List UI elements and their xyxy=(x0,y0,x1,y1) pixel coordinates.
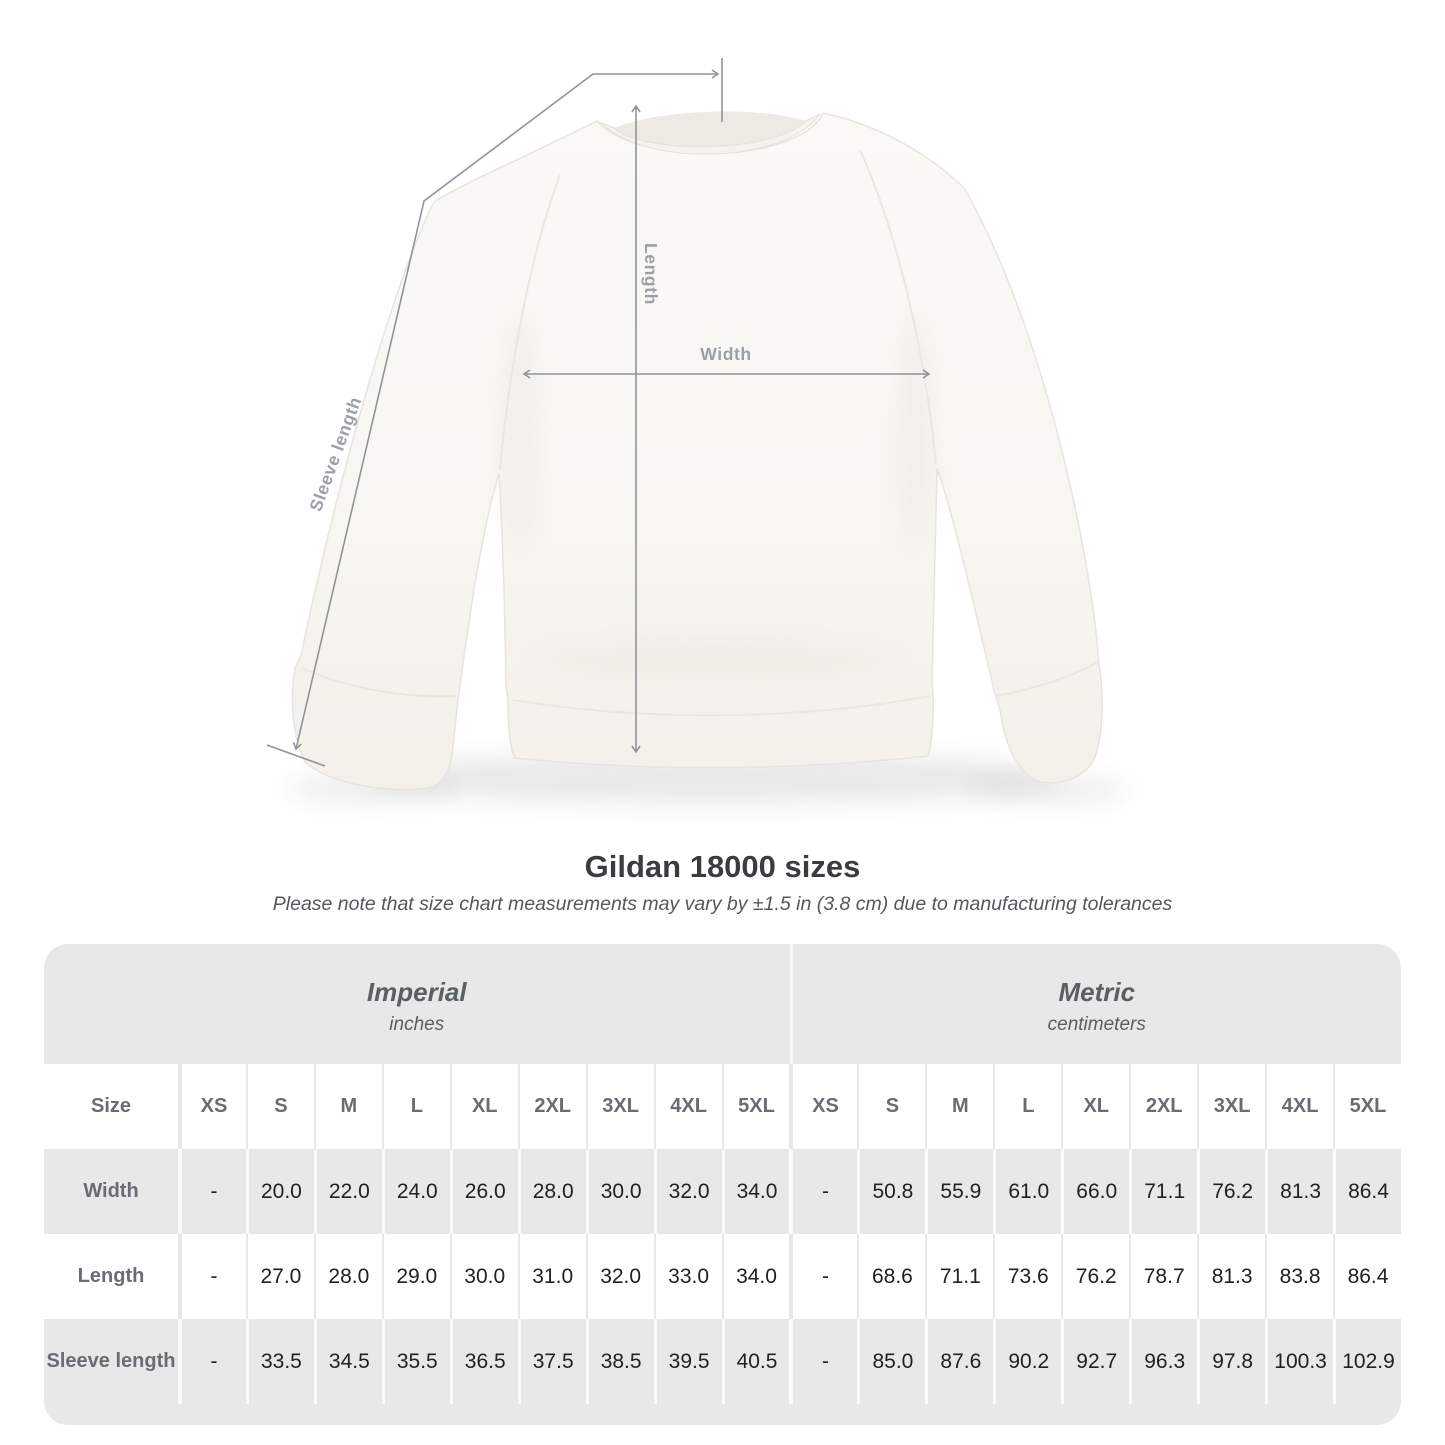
length-value-cell: 83.8 xyxy=(1265,1234,1333,1319)
width-value-cell: 26.0 xyxy=(449,1149,518,1234)
length-value-cell: 68.6 xyxy=(857,1234,925,1319)
width-value-cell: 61.0 xyxy=(993,1149,1061,1234)
metric-group-header: Metric centimeters xyxy=(789,944,1402,1064)
size-col-header: S xyxy=(245,1064,314,1149)
width-row: Width - 20.0 22.0 24.0 26.0 28.0 30.0 32… xyxy=(44,1149,1401,1234)
length-label: Length xyxy=(641,243,661,305)
length-row: Length - 27.0 28.0 29.0 30.0 31.0 32.0 3… xyxy=(44,1234,1401,1319)
size-col-header: L xyxy=(993,1064,1061,1149)
tolerance-note: Please note that size chart measurements… xyxy=(272,893,1173,915)
length-value-cell: 31.0 xyxy=(517,1234,586,1319)
size-col-header: M xyxy=(313,1064,382,1149)
imperial-unit: inches xyxy=(389,1013,445,1035)
size-col-header: 5XL xyxy=(1333,1064,1401,1149)
size-col-header: 4XL xyxy=(653,1064,722,1149)
size-col-header: XL xyxy=(1061,1064,1129,1149)
width-value-cell: 66.0 xyxy=(1061,1149,1129,1234)
sleeve-value-cell: - xyxy=(789,1319,857,1404)
metric-unit: centimeters xyxy=(1047,1013,1146,1035)
size-col-header: 4XL xyxy=(1265,1064,1333,1149)
sleeve-value-cell: 37.5 xyxy=(517,1319,586,1404)
length-value-cell: 27.0 xyxy=(245,1234,314,1319)
imperial-title: Imperial xyxy=(366,976,467,1007)
sleeve-value-cell: 35.5 xyxy=(381,1319,450,1404)
length-value-cell: 29.0 xyxy=(381,1234,450,1319)
width-value-cell: 30.0 xyxy=(585,1149,654,1234)
sleeve-end-tick xyxy=(266,744,326,767)
length-value-cell: 86.4 xyxy=(1333,1234,1401,1319)
sleeve-value-cell: 87.6 xyxy=(925,1319,993,1404)
size-col-header: L xyxy=(381,1064,450,1149)
sleeve-value-cell: 33.5 xyxy=(245,1319,314,1404)
width-value-cell: 32.0 xyxy=(653,1149,722,1234)
sleeve-value-cell: 34.5 xyxy=(313,1319,382,1404)
length-value-cell: 34.0 xyxy=(721,1234,790,1319)
length-value-cell: 71.1 xyxy=(925,1234,993,1319)
width-value-cell: 50.8 xyxy=(857,1149,925,1234)
page-title: Gildan 18000 sizes xyxy=(584,849,861,884)
sleeve-value-cell: 39.5 xyxy=(653,1319,722,1404)
width-value-cell: 71.1 xyxy=(1129,1149,1197,1234)
width-value-cell: 86.4 xyxy=(1333,1149,1401,1234)
length-value-cell: 32.0 xyxy=(585,1234,654,1319)
row-label-length: Length xyxy=(77,1265,145,1287)
width-value-cell: 28.0 xyxy=(517,1149,586,1234)
sleeve-value-cell: 90.2 xyxy=(993,1319,1061,1404)
width-value-cell: 20.0 xyxy=(245,1149,314,1234)
size-col-header: XS xyxy=(178,1064,246,1149)
width-value-cell: - xyxy=(178,1149,246,1234)
length-value-cell: 76.2 xyxy=(1061,1234,1129,1319)
size-col-header: 3XL xyxy=(1197,1064,1265,1149)
sleeve-value-cell: - xyxy=(178,1319,246,1404)
unit-band: Imperial inches Metric centimeters xyxy=(44,944,1401,1064)
sweatshirt-illustration xyxy=(291,111,1103,791)
sleeve-value-cell: 102.9 xyxy=(1333,1319,1401,1404)
imperial-group-header: Imperial inches xyxy=(44,944,790,1064)
length-value-cell: 81.3 xyxy=(1197,1234,1265,1319)
sweatshirt-diagram: Width Length Sleeve length xyxy=(266,58,1128,804)
width-value-cell: 22.0 xyxy=(313,1149,382,1234)
table-bottom-strip xyxy=(44,1404,1401,1425)
sleeve-value-cell: 36.5 xyxy=(449,1319,518,1404)
size-col-header: 3XL xyxy=(585,1064,654,1149)
width-value-cell: 81.3 xyxy=(1265,1149,1333,1234)
sleeve-value-cell: 92.7 xyxy=(1061,1319,1129,1404)
length-value-cell: 73.6 xyxy=(993,1234,1061,1319)
row-label-width: Width xyxy=(83,1180,139,1202)
length-value-cell: - xyxy=(789,1234,857,1319)
length-value-cell: - xyxy=(178,1234,246,1319)
sleeve-value-cell: 97.8 xyxy=(1197,1319,1265,1404)
size-table: Imperial inches Metric centimeters Size … xyxy=(44,944,1401,1425)
size-header-row: Size XS S M L XL 2XL 3XL 4XL 5XL XS S M … xyxy=(44,1064,1401,1149)
size-corner-header: Size xyxy=(90,1095,132,1117)
row-label-sleeve: Sleeve length xyxy=(46,1350,176,1372)
sleeve-value-cell: 85.0 xyxy=(857,1319,925,1404)
width-value-cell: 24.0 xyxy=(381,1149,450,1234)
size-col-header: S xyxy=(857,1064,925,1149)
metric-title: Metric xyxy=(1058,976,1136,1007)
width-label: Width xyxy=(700,344,751,364)
sleeve-length-row: Sleeve length - 33.5 34.5 35.5 36.5 37.5… xyxy=(44,1319,1401,1404)
sleeve-length-arrow xyxy=(292,69,720,751)
size-col-header: 2XL xyxy=(1129,1064,1197,1149)
length-value-cell: 28.0 xyxy=(313,1234,382,1319)
sleeve-value-cell: 38.5 xyxy=(585,1319,654,1404)
size-col-header: 2XL xyxy=(517,1064,586,1149)
sleeve-value-cell: 100.3 xyxy=(1265,1319,1333,1404)
width-value-cell: 55.9 xyxy=(925,1149,993,1234)
sleeve-value-cell: 40.5 xyxy=(721,1319,790,1404)
length-value-cell: 33.0 xyxy=(653,1234,722,1319)
width-value-cell: - xyxy=(789,1149,857,1234)
sleeve-value-cell: 96.3 xyxy=(1129,1319,1197,1404)
size-col-header: XS xyxy=(789,1064,857,1149)
width-value-cell: 76.2 xyxy=(1197,1149,1265,1234)
length-value-cell: 78.7 xyxy=(1129,1234,1197,1319)
size-col-header: 5XL xyxy=(721,1064,790,1149)
length-value-cell: 30.0 xyxy=(449,1234,518,1319)
width-value-cell: 34.0 xyxy=(721,1149,790,1234)
size-col-header: XL xyxy=(449,1064,518,1149)
size-col-header: M xyxy=(925,1064,993,1149)
